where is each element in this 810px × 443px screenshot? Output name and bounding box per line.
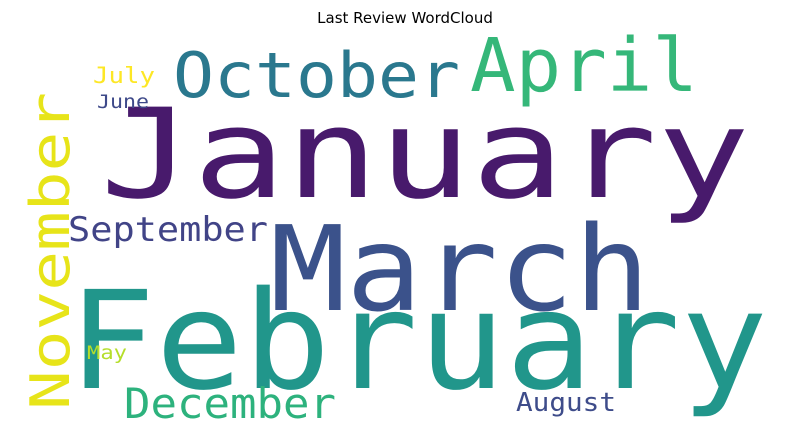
word-june: June: [97, 91, 149, 113]
word-november: November: [19, 92, 82, 410]
word-july: July: [93, 64, 155, 89]
word-december: December: [124, 379, 336, 428]
word-october: October: [173, 39, 460, 112]
word-august: August: [516, 388, 616, 418]
word-march: March: [270, 200, 650, 338]
word-april: April: [470, 23, 698, 109]
word-may: May: [87, 342, 127, 364]
chart-title: Last Review WordCloud: [317, 9, 493, 27]
word-september: September: [68, 210, 268, 250]
word-january: January: [100, 83, 750, 227]
word-february: February: [68, 263, 768, 421]
